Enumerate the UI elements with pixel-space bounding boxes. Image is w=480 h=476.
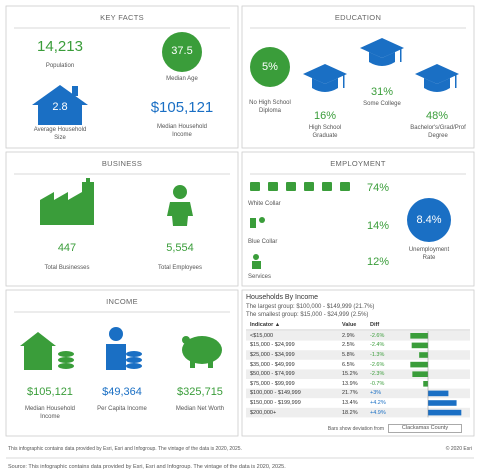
employees-value: 5,554 <box>166 242 194 254</box>
column-header: Diff <box>370 322 380 328</box>
blue-collar-value: 14% <box>366 220 390 232</box>
column-header: Value <box>342 322 357 328</box>
household-size-value: 2.8 <box>52 101 68 113</box>
indicator: $75,000 - $99,999 <box>250 380 295 387</box>
table-note: The largest group: $100,000 - $149,999 (… <box>246 304 375 310</box>
value: 21.7% <box>342 390 358 397</box>
diff: -2.4% <box>370 342 385 349</box>
edu-value: 31% <box>370 86 394 98</box>
table-title: Households By Income <box>246 294 318 301</box>
legend-text: Bars show deviation from <box>327 426 384 432</box>
panel-title: BUSINESS <box>101 159 143 168</box>
income-label: Median Household Income <box>24 406 76 420</box>
legend-area: Clackamas County <box>388 424 462 433</box>
indicator: $50,000 - $74,999 <box>250 371 295 378</box>
median-age-value: 37.5 <box>171 45 193 57</box>
households-table <box>246 329 470 418</box>
services-label: Services <box>248 274 272 280</box>
median-age-label: Median Age <box>166 76 198 82</box>
diff: -1.3% <box>370 352 385 358</box>
edu-value: 16% <box>313 110 337 122</box>
panel-title: EDUCATION <box>334 13 382 22</box>
edu-label: High School Graduate <box>308 125 342 139</box>
edu-label: Bachelor's/Grad/Prof Degree <box>410 125 466 139</box>
value: 15.2% <box>342 371 358 378</box>
value: 2.9% <box>342 332 355 339</box>
diff-bar <box>428 409 462 416</box>
unemployment-value: 8.4% <box>416 214 442 226</box>
services-value: 12% <box>366 256 390 268</box>
row-band <box>246 369 470 379</box>
diff-bar <box>423 381 428 387</box>
income-label: Per Capita Income <box>97 406 147 412</box>
edu-label: No High School Diploma <box>249 100 291 114</box>
value: 5.8% <box>342 352 355 358</box>
population-value: 14,213 <box>37 38 83 55</box>
footer-note: This infographic contains data provided … <box>8 446 242 452</box>
value: 6.5% <box>342 361 355 368</box>
diff: -2.6% <box>370 361 385 368</box>
businesses-value: 447 <box>57 242 77 254</box>
indicator: $25,000 - $34,999 <box>250 352 295 358</box>
diff: +4.9% <box>370 409 386 416</box>
diff: +3% <box>370 390 382 397</box>
value: 18.2% <box>342 409 358 416</box>
income-value: $105,121 <box>27 386 73 398</box>
businesses-label: Total Businesses <box>44 265 90 271</box>
indicator: $150,000 - $199,999 <box>250 400 301 406</box>
diff: -2.6% <box>370 332 385 339</box>
indicator: $200,000+ <box>250 409 277 416</box>
diff-bar <box>410 333 428 339</box>
indicator: <$15,000 <box>250 332 274 339</box>
diff: -2.3% <box>370 371 385 378</box>
panel-title: EMPLOYMENT <box>330 159 386 168</box>
panel-title: KEY FACTS <box>100 13 144 22</box>
population-label: Population <box>45 63 75 69</box>
indicator: $100,000 - $149,999 <box>250 390 301 397</box>
column-header: Indicator ▲ <box>250 322 281 328</box>
edu-value: 5% <box>262 61 278 73</box>
diff-bar <box>419 352 428 358</box>
edu-value: 48% <box>425 110 449 122</box>
row-band <box>246 331 470 341</box>
value: 13.4% <box>342 400 358 406</box>
row-band <box>246 388 470 399</box>
income-label: Median Net Worth <box>175 406 225 412</box>
diff-bar <box>428 400 457 406</box>
median-income-value: $105,121 <box>150 99 214 116</box>
value: 2.5% <box>342 342 355 349</box>
copyright: © 2020 Esri <box>445 446 472 452</box>
diff-bar <box>410 361 428 368</box>
row-band <box>246 350 470 360</box>
indicator: $15,000 - $24,999 <box>250 342 295 349</box>
indicator: $35,000 - $49,999 <box>250 361 295 368</box>
household-size-label: Average Household Size <box>33 127 87 141</box>
panel-title: INCOME <box>106 297 138 306</box>
diff: -0.7% <box>370 380 385 387</box>
source: Source: This infographic contains data p… <box>8 464 286 470</box>
diff-bar <box>411 342 428 349</box>
white-collar-value: 74% <box>366 182 390 194</box>
diff-bar <box>412 371 428 377</box>
diff: +4.2% <box>370 400 386 406</box>
table-note: The smallest group: $15,000 - $24,999 (2… <box>246 312 369 318</box>
blue-collar-label: Blue Collar <box>248 239 278 245</box>
income-value: $325,715 <box>177 386 223 398</box>
value: 13.9% <box>342 380 358 387</box>
median-income-label: Median Household Income <box>156 124 208 138</box>
income-value: $49,364 <box>102 386 142 398</box>
white-collar-label: White Collar <box>248 201 281 207</box>
diff-bar <box>428 390 449 397</box>
edu-label: Some College <box>363 101 401 107</box>
row-band <box>246 407 470 418</box>
unemployment-label: Unemployment Rate <box>408 247 450 261</box>
employees-label: Total Employees <box>157 265 203 271</box>
